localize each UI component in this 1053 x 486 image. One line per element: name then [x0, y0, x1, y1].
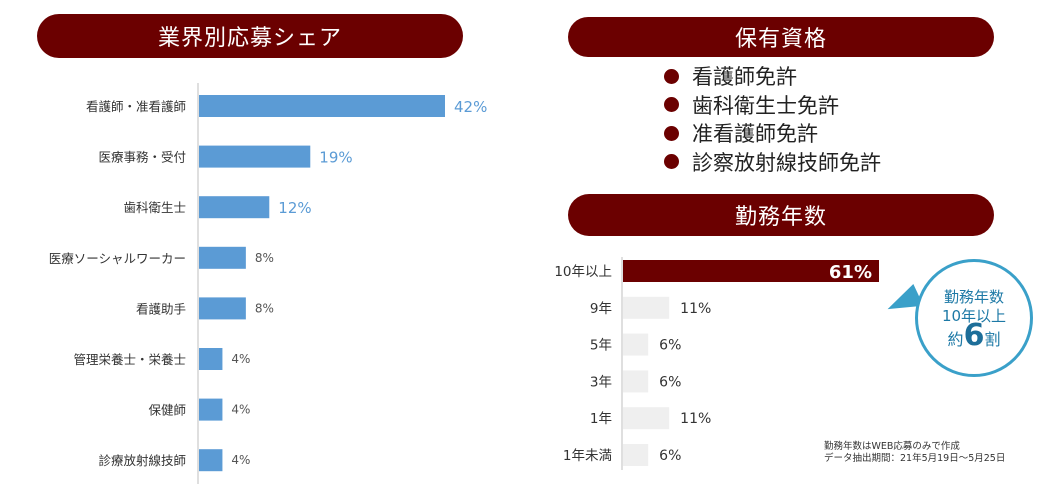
tenure-summary-badge: 勤務年数 10年以上 約6割	[915, 259, 1033, 377]
bar	[623, 444, 649, 466]
category-label: 医療事務・受付	[98, 150, 186, 165]
footnote: 勤務年数はWEB応募のみで作成 データ抽出期間：21年5月19日～5月25日	[824, 441, 1005, 465]
bullet-icon	[664, 97, 679, 113]
bullet-icon	[664, 154, 679, 170]
footnote-line: 勤務年数はWEB応募のみで作成	[824, 441, 960, 452]
category-label: 3年	[590, 374, 612, 390]
category-label: 管理栄養士・栄養士	[73, 352, 186, 367]
data-label: 8%	[255, 251, 274, 265]
data-label: 6%	[659, 374, 681, 390]
bar	[199, 145, 311, 168]
qualification-label: 診察放射線技師免許	[692, 150, 881, 175]
bar	[623, 407, 670, 430]
category-label: 10年以上	[554, 264, 612, 280]
category-label: 1年	[590, 411, 612, 427]
badge-prefix: 約	[947, 329, 964, 349]
data-label: 8%	[255, 301, 274, 315]
tenure-title: 勤務年数	[568, 194, 994, 236]
bar	[199, 196, 270, 219]
data-label: 12%	[278, 199, 311, 217]
qualification-item: 看護師免許	[664, 62, 881, 91]
bar	[623, 370, 649, 393]
badge-line-1: 勤務年数	[943, 287, 1004, 306]
data-label: 42%	[454, 98, 487, 116]
category-label: 看護助手	[136, 301, 186, 316]
badge-big-number: 6	[963, 317, 985, 353]
qualification-label: 歯科衛生士免許	[692, 93, 839, 118]
data-label: 6%	[659, 338, 681, 354]
qualifications-title-text: 保有資格	[734, 27, 827, 52]
data-label: 6%	[659, 448, 681, 464]
qualification-item: 歯科衛生士免許	[664, 91, 881, 120]
category-label: 1年未満	[563, 448, 612, 464]
data-label: 11%	[680, 411, 711, 427]
industry-share-title: 業界別応募シェア	[37, 14, 463, 58]
bar	[199, 246, 246, 269]
industry-share-title-text: 業界別応募シェア	[157, 26, 342, 51]
data-label: 4%	[231, 352, 250, 366]
bar	[199, 449, 223, 472]
category-label: 看護師・准看護師	[86, 99, 186, 114]
bar	[199, 398, 223, 421]
qualifications-title: 保有資格	[568, 17, 994, 57]
badge-line-3: 約6割	[947, 320, 1001, 350]
bar	[199, 297, 246, 320]
footnote-line: データ抽出期間：21年5月19日～5月25日	[824, 453, 1006, 464]
category-label: 診療放射線技師	[98, 453, 186, 468]
category-label: 保健師	[148, 403, 186, 418]
data-label: 19%	[319, 149, 352, 167]
bar	[199, 95, 445, 117]
data-label: 61%	[829, 262, 872, 283]
qualification-item: 准看護師免許	[664, 119, 881, 148]
data-label: 4%	[231, 403, 250, 417]
bullet-icon	[664, 68, 679, 84]
qualification-item: 診察放射線技師免許	[664, 148, 881, 177]
tenure-title-text: 勤務年数	[734, 205, 827, 230]
qualifications-list: 看護師免許 歯科衛生士免許 准看護師免許 診察放射線技師免許	[664, 62, 881, 176]
badge-suffix: 割	[984, 329, 1001, 349]
category-label: 医療ソーシャルワーカー	[49, 251, 186, 266]
bar	[623, 296, 670, 319]
data-label: 11%	[680, 301, 711, 317]
category-label: 9年	[590, 301, 612, 317]
qualification-label: 看護師免許	[692, 65, 797, 90]
bullet-icon	[664, 125, 679, 141]
data-label: 4%	[231, 453, 250, 467]
bar	[199, 348, 223, 370]
category-label: 歯科衛生士	[123, 200, 186, 215]
bar	[623, 333, 649, 356]
category-label: 5年	[590, 338, 612, 354]
qualification-label: 准看護師免許	[692, 122, 818, 147]
badge-line-2: 10年以上	[941, 306, 1007, 325]
bar	[623, 260, 879, 282]
